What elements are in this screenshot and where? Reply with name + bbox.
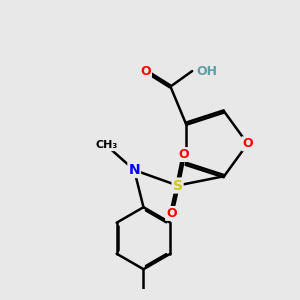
- Text: OH: OH: [197, 64, 218, 78]
- Text: O: O: [242, 137, 253, 150]
- Text: O: O: [166, 207, 177, 220]
- Text: CH₃: CH₃: [95, 140, 117, 150]
- Text: N: N: [128, 163, 140, 177]
- Text: S: S: [172, 178, 183, 193]
- Text: O: O: [140, 64, 151, 78]
- Text: O: O: [178, 148, 189, 161]
